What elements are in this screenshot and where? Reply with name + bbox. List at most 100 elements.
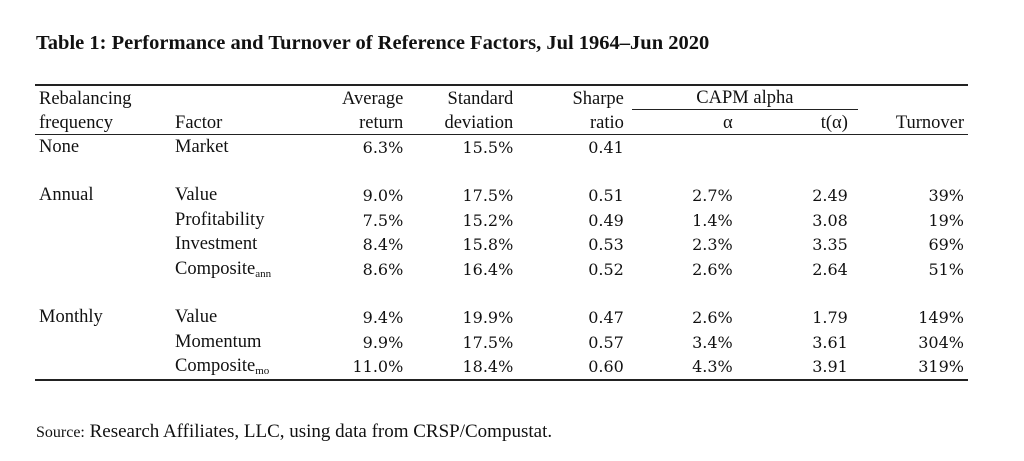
average-return-cell-text: 8.6%: [362, 259, 404, 279]
frequency-cell: Annual: [35, 184, 171, 209]
std-deviation-cell-text: 19.9%: [462, 308, 514, 328]
std-deviation-cell: 15.8%: [403, 233, 513, 258]
sharpe-ratio-cell: 0.47: [513, 306, 624, 331]
factor-cell: Value: [171, 184, 320, 209]
sharpe-ratio-cell-text: 0.53: [588, 235, 624, 255]
alpha-cell-text: 2.3%: [692, 235, 733, 255]
t-alpha-cell: 3.08: [737, 208, 858, 233]
alpha-cell: 1.4%: [624, 208, 737, 233]
factor-cell-text: Composite: [175, 258, 256, 279]
turnover-cell: 319%: [857, 354, 968, 381]
sharpe-ratio-cell: 0.60: [513, 354, 624, 381]
frequency-cell: [35, 257, 171, 282]
alpha-cell-text: 4.3%: [692, 357, 733, 377]
factor-cell: Market: [171, 135, 320, 160]
turnover-cell-text: 51%: [928, 259, 964, 279]
table-row: Compositeann 8.6% 16.4% 0.52 2.6% 2.64 51%: [35, 257, 968, 282]
source-text: Research Affiliates, LLC, using data fro…: [84, 421, 553, 442]
factor-cell-text: Value: [175, 307, 218, 328]
alpha-cell: 2.6%: [624, 257, 737, 282]
sharpe-ratio-cell: 0.53: [513, 233, 624, 258]
header-row-2: frequency Factor return deviation ratio …: [35, 110, 968, 135]
std-deviation-cell-text: 17.5%: [462, 186, 514, 206]
t-alpha-cell: 3.35: [737, 233, 858, 258]
t-alpha-cell-text: 2.64: [812, 259, 848, 279]
turnover-cell: 149%: [858, 306, 968, 331]
group-spacer: [35, 282, 968, 306]
average-return-cell: 9.4%: [320, 306, 404, 331]
factor-cell: Momentum: [171, 330, 320, 355]
std-deviation-cell-text: 15.5%: [462, 137, 514, 157]
turnover-cell: 39%: [858, 184, 968, 209]
sharpe-ratio-cell: 0.52: [513, 257, 624, 282]
sharpe-ratio-cell-text: 0.49: [588, 210, 624, 230]
table-row: None Market 6.3% 15.5% 0.41: [35, 135, 968, 160]
table-row: Annual Value 9.0% 17.5% 0.51 2.7% 2.49 39%: [35, 184, 968, 209]
average-return-cell-text: 7.5%: [362, 210, 404, 230]
alpha-cell-text: 2.6%: [692, 259, 733, 279]
header-t-alpha: t(α): [736, 110, 858, 135]
sharpe-ratio-cell: 0.41: [513, 135, 624, 160]
factor-cell: Investment: [171, 233, 320, 258]
t-alpha-cell: 3.91: [736, 354, 858, 381]
turnover-cell: [858, 135, 968, 160]
t-alpha-cell: [737, 135, 858, 160]
average-return-cell-text: 6.3%: [362, 137, 404, 157]
frequency-cell: [35, 354, 172, 381]
frequency-cell: [35, 208, 171, 233]
std-deviation-cell: 18.4%: [403, 354, 514, 381]
group-spacer: [35, 160, 968, 184]
turnover-cell-text: 319%: [918, 357, 964, 377]
header-frequency: frequency: [35, 110, 172, 135]
alpha-cell-text: 1.4%: [692, 210, 733, 230]
average-return-cell-text: 9.4%: [362, 308, 404, 328]
turnover-cell: 304%: [858, 330, 968, 355]
frequency-cell-text: Annual: [39, 185, 94, 206]
header-rebalancing: Rebalancing: [39, 89, 132, 109]
turnover-cell-text: 304%: [918, 332, 964, 352]
t-alpha-cell-text: 3.35: [812, 235, 848, 255]
frequency-cell-text: None: [39, 136, 80, 157]
header-alpha: α: [623, 110, 737, 135]
std-deviation-cell-text: 15.8%: [462, 235, 514, 255]
std-deviation-cell: 15.5%: [403, 135, 513, 160]
factor-cell-text: Composite: [175, 356, 256, 377]
factor-cell: Value: [171, 306, 320, 331]
std-deviation-cell: 17.5%: [403, 184, 513, 209]
sharpe-ratio-cell-text: 0.51: [588, 186, 624, 206]
average-return-cell: 9.0%: [320, 184, 404, 209]
sharpe-ratio-cell: 0.49: [513, 208, 624, 233]
sharpe-ratio-cell-text: 0.47: [588, 308, 624, 328]
performance-table: Rebalancing Average Standard Sharpe CAPM…: [35, 84, 968, 381]
std-deviation-cell: 15.2%: [403, 208, 513, 233]
turnover-cell: 19%: [858, 208, 968, 233]
turnover-cell: 69%: [858, 233, 968, 258]
turnover-cell: 51%: [858, 257, 968, 282]
factor-cell: Profitability: [171, 208, 320, 233]
table-row: Momentum 9.9% 17.5% 0.57 3.4% 3.61 304%: [35, 330, 968, 355]
table-body: None Market 6.3% 15.5% 0.41 Annual Value 9.0% 17…: [35, 135, 968, 381]
alpha-cell: 2.3%: [624, 233, 737, 258]
average-return-cell-text: 11.0%: [352, 357, 404, 377]
source-note: Source: Research Affiliates, LLC, using …: [36, 421, 552, 443]
average-return-cell: 8.6%: [320, 257, 404, 282]
header-row-1: Rebalancing Average Standard Sharpe CAPM…: [35, 86, 968, 110]
header-ratio: ratio: [513, 110, 624, 135]
table-title: Table 1: Performance and Turnover of Ref…: [36, 32, 710, 54]
factor-cell-text: Momentum: [175, 331, 262, 352]
std-deviation-cell-text: 16.4%: [462, 259, 514, 279]
factor-cell: Compositeann: [171, 257, 320, 282]
average-return-cell-text: 9.9%: [362, 332, 404, 352]
average-return-cell: 6.3%: [320, 135, 404, 160]
factor-cell-text: Investment: [175, 234, 258, 255]
table-row: Investment 8.4% 15.8% 0.53 2.3% 3.35 69%: [35, 233, 968, 258]
t-alpha-cell-text: 3.08: [812, 210, 848, 230]
average-return-cell-text: 9.0%: [362, 186, 404, 206]
average-return-cell: 9.9%: [320, 330, 404, 355]
t-alpha-cell-text: 1.79: [812, 308, 848, 328]
header-factor: Factor: [171, 110, 320, 135]
t-alpha-cell: 1.79: [737, 306, 858, 331]
factor-cell-text: Profitability: [175, 209, 265, 230]
factor-subscript: ann: [255, 267, 272, 280]
t-alpha-cell-text: 3.91: [812, 357, 848, 377]
